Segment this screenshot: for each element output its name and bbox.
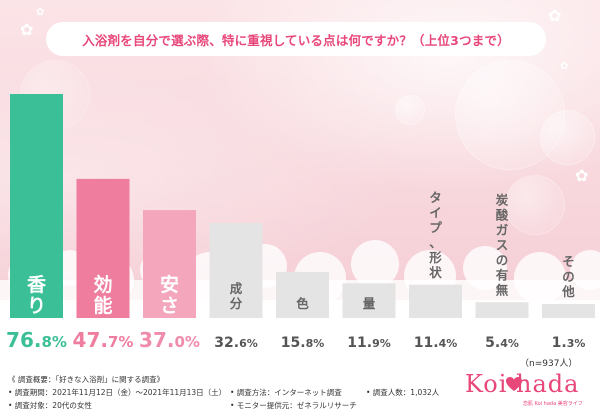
survey-overview: 《 調査概要：「好きな入浴剤」に関する調査》 <box>8 375 165 384</box>
value-label: 37.0% <box>139 328 200 352</box>
flower-icon: ✿ <box>548 6 562 25</box>
flower-icon: ✿ <box>560 61 569 72</box>
bubble-decoration <box>540 110 595 165</box>
survey-count: • 調査人数：1,032人 <box>366 388 440 397</box>
flower-icon: ✿ <box>20 20 34 39</box>
category-label: その他 <box>561 254 575 299</box>
value-label: 5.4% <box>485 335 519 351</box>
heart-icon <box>506 377 522 391</box>
flower-icon: ✿ <box>520 284 531 298</box>
survey-method: • 調査方法：インターネット調査 <box>230 388 342 397</box>
category-label: タイプ、形状 <box>429 190 442 280</box>
value-label: 11.4% <box>414 335 458 351</box>
bar-5 <box>276 271 329 318</box>
bar-1 <box>10 94 63 318</box>
chart-title-box: 入浴剤を自分で選ぶ際、特に重視している点は何ですか？（上位3つまで） <box>46 22 546 56</box>
survey-monitor: • モニター提供元：ゼネラルリサーチ <box>230 401 357 410</box>
value-label: 11.9% <box>347 335 391 351</box>
bar-7 <box>409 284 462 318</box>
logo-text: Koi hada <box>465 370 580 398</box>
logo-subtitle: 恋肌 Koi hada 美容ライフ <box>523 401 583 407</box>
category-label: 成分 <box>230 281 243 311</box>
flower-icon: ✿ <box>575 166 589 185</box>
category-label: 安さ <box>160 273 179 317</box>
value-label: 47.7% <box>73 328 134 352</box>
koihada-logo: Koi hada 恋肌 Koi hada 美容ライフ <box>465 370 595 410</box>
category-label: 色 <box>296 296 309 311</box>
bar-9 <box>542 304 595 318</box>
bar-6 <box>342 283 396 318</box>
category-label: 炭酸ガスの有無 <box>496 192 509 297</box>
bubble-decoration <box>395 95 425 125</box>
category-label: 効能 <box>93 273 112 317</box>
bar-chart: 香り 76.8% 効能 47.7% 安さ 37.0% 成分 32.6% 色 15.8% 量 11.9%… <box>6 94 595 352</box>
bar-4 <box>209 222 263 318</box>
category-label: 香り <box>26 274 47 317</box>
flower-icon: ✿ <box>36 7 45 18</box>
chart-title: 入浴剤を自分で選ぶ際、特に重視している点は何ですか？（上位3つまで） <box>82 32 510 48</box>
category-label: 量 <box>363 296 376 311</box>
value-label: 1.3% <box>552 335 586 351</box>
bubble-decoration <box>505 175 565 235</box>
value-label: 15.8% <box>281 335 325 351</box>
bar-3 <box>143 210 196 318</box>
survey-target: • 調査対象：20代の女性 <box>8 401 92 410</box>
sample-size-note: （n=937人） <box>520 359 578 369</box>
bar-8 <box>475 302 529 318</box>
survey-period: • 調査期間：2021年11月12日（金）〜2021年11月13日（土） <box>8 388 227 397</box>
value-label: 76.8% <box>6 328 67 352</box>
bar-2 <box>76 178 130 318</box>
value-label: 32.6% <box>214 335 258 351</box>
